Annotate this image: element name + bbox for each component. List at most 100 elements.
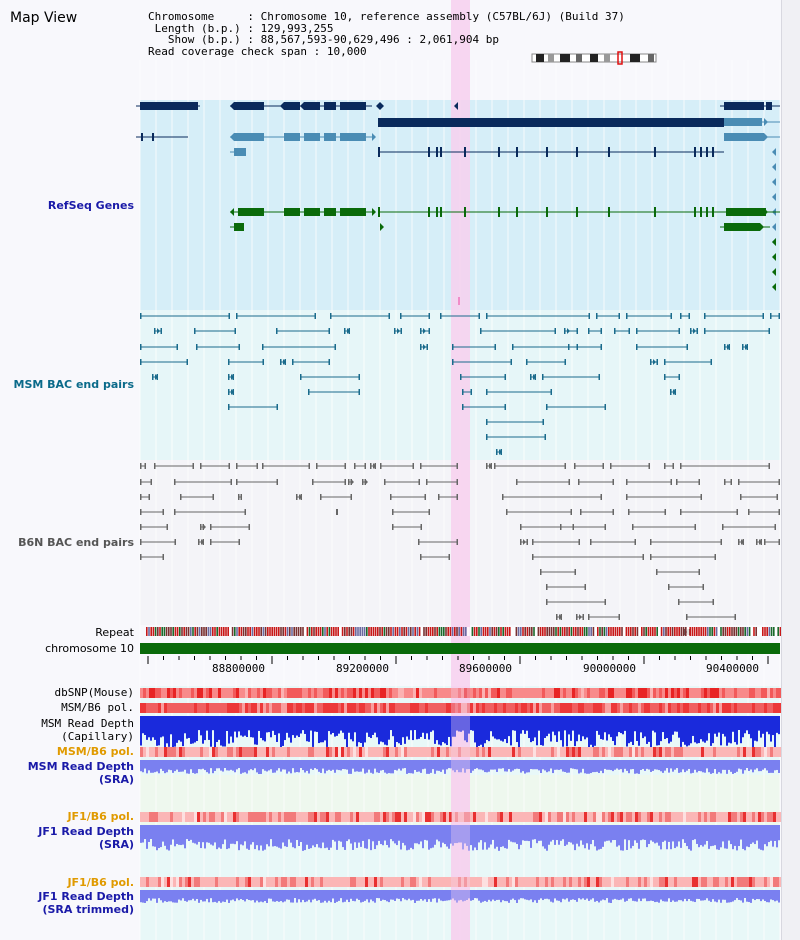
heat-cell [638,747,641,757]
depth-bar [562,716,564,747]
heat-cell [269,688,272,698]
depth-bar [386,825,388,845]
ideogram-band [604,54,610,62]
heat-cell [575,703,578,713]
depth-bar [708,890,710,901]
depth-bar [696,890,698,899]
depth-bar [750,890,752,903]
bac-end [418,539,420,545]
bac-end [578,539,580,545]
repeat-mark [649,627,652,636]
depth-bar [776,825,778,848]
heat-cell [353,877,356,887]
depth-bar [778,890,780,903]
depth-bar [470,890,472,901]
vertical-scrollbar[interactable] [781,0,800,940]
heat-cell [449,703,452,713]
depth-bar [228,760,230,771]
depth-bar [744,716,746,734]
depth-bar [700,716,702,740]
heat-cell [209,688,212,698]
depth-bar [714,760,716,770]
gene-exon [234,148,246,156]
heat-cell [746,703,749,713]
track-label-msm-depth-cap[interactable]: MSM Read Depth [41,717,134,730]
heat-cell [467,747,470,757]
depth-bar [588,716,590,748]
depth-bar [688,716,690,746]
heat-cell [494,877,497,887]
heat-cell [272,688,275,698]
track-label-jf1-depth[interactable]: JF1 Read Depth [38,825,134,838]
depth-bar [144,825,146,840]
heat-cell [221,703,224,713]
depth-bar [680,760,682,773]
heat-cell [329,688,332,698]
repeat-mark [317,627,320,636]
repeat-mark [185,627,188,636]
depth-bar [494,760,496,770]
heat-cell [161,747,164,757]
repeat-mark [645,627,647,636]
track-label-chromosome[interactable]: chromosome 10 [45,642,134,655]
bac-end [494,344,496,350]
gene-exon [694,207,696,217]
heat-cell [233,688,236,698]
heat-cell [221,688,224,698]
track-label-msm-b6-pol-2[interactable]: MSM/B6 pol. [56,745,134,758]
track-label-refseq[interactable]: RefSeq Genes [47,199,134,212]
depth-bar [192,760,194,773]
heat-cell [617,812,620,822]
depth-bar [396,890,398,899]
bac-end [686,344,688,350]
depth-bar [576,825,578,844]
heat-cell [536,747,539,757]
heat-cell [317,703,320,713]
depth-bar [514,760,516,770]
heat-cell [218,703,221,713]
depth-bar [248,825,250,850]
depth-bar [750,825,752,844]
depth-bar [556,825,558,841]
repeat-mark [264,627,267,636]
heat-cell [776,747,779,757]
depth-bar [506,760,508,772]
repeat-mark [176,627,179,636]
depth-bar [300,760,302,769]
repeat-mark [390,627,392,636]
heat-cell [512,703,515,713]
track-label-dbsnp[interactable]: dbSNP(Mouse) [54,686,134,699]
track-label-repeat[interactable]: Repeat [95,626,134,639]
depth-bar [278,760,280,769]
heat-cell [629,747,632,757]
depth-bar [346,825,348,842]
bac-end [778,539,780,545]
track-label-jf1-trim[interactable]: JF1 Read Depth [38,890,134,903]
depth-bar [306,890,308,902]
repeat-mark [161,627,163,636]
track-label-b6n-bac[interactable]: B6N BAC end pairs [18,536,134,549]
track-label-msm-bac[interactable]: MSM BAC end pairs [13,378,134,391]
depth-bar [452,825,454,846]
track-label-msm-b6-pol[interactable]: MSM/B6 pol. [61,701,134,714]
repeat-mark [500,627,502,636]
depth-bar [664,716,666,740]
bac-end [186,359,188,365]
heat-cell [416,703,419,713]
track-label-msm-depth-sra[interactable]: MSM Read Depth [27,760,134,773]
track-label-jf1-b6-pol[interactable]: JF1/B6 pol. [67,810,134,823]
track-label-jf1-b6-pol-2[interactable]: JF1/B6 pol. [67,876,134,889]
depth-bar [562,760,564,772]
depth-bar [154,825,156,847]
repeat-mark [559,627,562,636]
depth-bar [642,716,644,739]
depth-bar [378,890,380,899]
heat-cell [197,812,200,822]
depth-bar [268,716,270,733]
ideogram-band [548,54,554,62]
gene-exon [498,147,500,157]
depth-bar [186,760,188,774]
heat-cell [614,703,617,713]
depth-bar [580,825,582,841]
